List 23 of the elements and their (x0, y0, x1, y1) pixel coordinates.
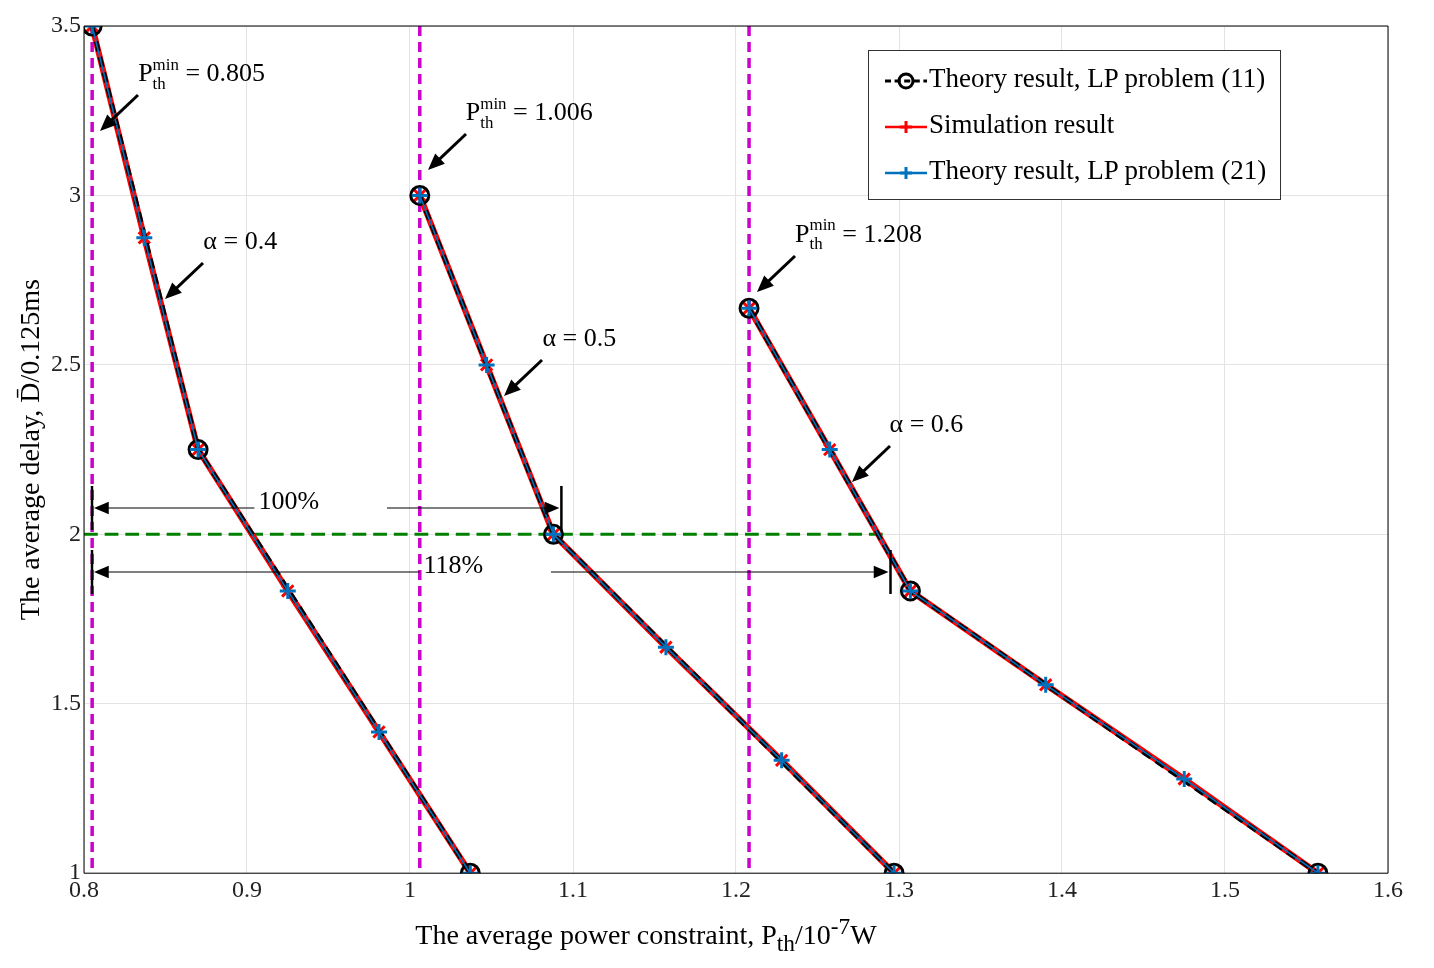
annotation: 118% (423, 550, 484, 580)
annotation: α = 0.6 (889, 409, 964, 438)
y-tick-label: 1.5 (51, 689, 81, 716)
legend-label: Simulation result (929, 109, 1115, 139)
x-tick-label: 1.2 (721, 875, 751, 902)
y-tick-label: 2 (69, 519, 81, 546)
x-axis-title: The average power constraint, P$_{th}$/10$^{-7}$W (414, 913, 878, 958)
y-tick-label: 3.5 (51, 11, 81, 38)
legend-label: Theory result, LP problem (11) (929, 63, 1266, 93)
x-tick-label: 1.4 (1047, 875, 1077, 902)
annotation: α = 0.5 (542, 322, 617, 352)
annotation: α = 0.4 (203, 225, 278, 255)
x-tick-label: 1.6 (1373, 875, 1403, 902)
x-tick-label: 1.5 (1210, 875, 1240, 902)
x-tick-label: 1.1 (558, 875, 588, 902)
y-tick-label: 3 (69, 180, 81, 207)
annotation: 100% (258, 486, 320, 516)
y-tick-label: 2.5 (51, 350, 81, 377)
x-tick-label: 0.9 (232, 875, 262, 902)
x-tick-label: 1 (404, 875, 416, 902)
legend-label: Theory result, LP problem (21) (929, 155, 1267, 185)
x-tick-label: 1.3 (884, 875, 914, 902)
y-axis-title: The average delay, D̄/0.125ms (14, 278, 46, 623)
